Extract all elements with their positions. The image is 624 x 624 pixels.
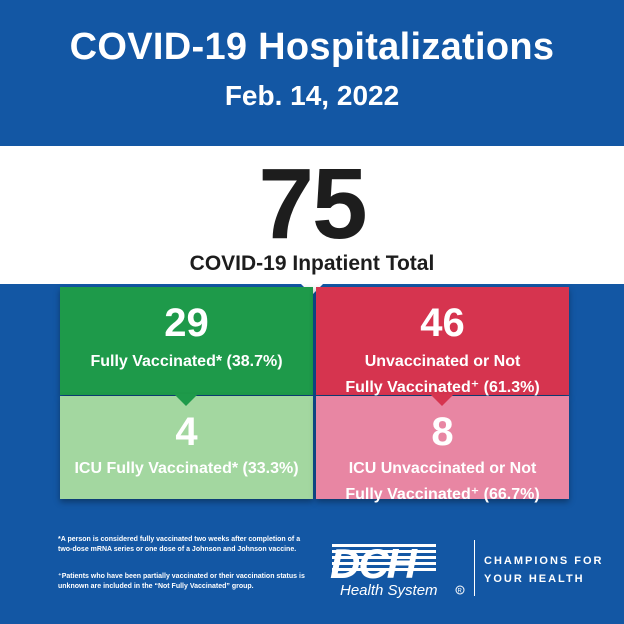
page-title: COVID-19 Hospitalizations [69,26,555,68]
fully-vaccinated-pointer [174,394,198,406]
unvaccinated-pointer [430,394,454,406]
unvaccinated-label-line1: Unvaccinated or Not [364,353,521,370]
unvaccinated-box: 46 Unvaccinated or Not Fully Vaccinated⁺… [316,287,569,396]
icu-fully-vaccinated-box: 4 ICU Fully Vaccinated* (33.3%) [60,396,313,499]
report-date: Feb. 14, 2022 [224,80,400,111]
total-band [0,146,624,284]
tagline-line1: CHAMPIONS FOR [484,555,604,567]
icu-unvaccinated-number: 8 [431,410,454,454]
icu-unvaccinated-label-line2: Fully Vaccinated⁺ (66.7%) [345,486,540,503]
icu-unvaccinated-box: 8 ICU Unvaccinated or Not Fully Vaccinat… [316,396,569,503]
logo-wordmark: DCH [330,540,419,587]
unvaccinated-number: 46 [420,301,465,345]
inpatient-total-label: COVID-19 Inpatient Total [189,252,435,275]
logo-subtext: Health System [340,582,438,599]
footnote-fully-vaccinated: *A person is considered fully vaccinated… [58,536,301,553]
tagline-line2: YOUR HEALTH [484,573,585,585]
svg-text:R: R [458,589,463,595]
icu-unvaccinated-label-line1: ICU Unvaccinated or Not [348,460,537,477]
tagline: CHAMPIONS FOR YOUR HEALTH [484,552,604,588]
icu-fully-vaccinated-number: 4 [175,410,198,454]
fully-vaccinated-label: Fully Vaccinated* (38.7%) [90,353,283,370]
dch-logo: DCH Health System R [330,540,465,599]
fully-vaccinated-box: 29 Fully Vaccinated* (38.7%) [60,287,313,395]
fully-vaccinated-number: 29 [164,301,209,345]
logo-divider [474,540,475,596]
icu-fully-vaccinated-label: ICU Fully Vaccinated* (33.3%) [74,460,299,477]
footnote-not-fully-vaccinated: ⁺Patients who have been partially vaccin… [58,573,305,590]
unvaccinated-label-line2: Fully Vaccinated⁺ (61.3%) [345,379,540,396]
inpatient-total-number: 75 [258,148,367,260]
